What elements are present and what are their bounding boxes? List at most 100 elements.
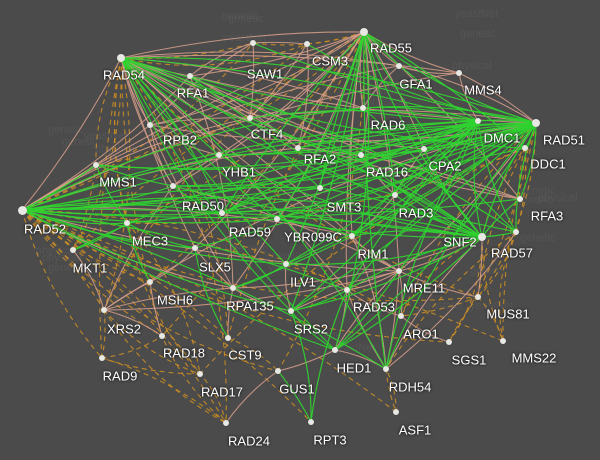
graph-edge (481, 122, 537, 238)
graph-node-rad3[interactable] (392, 192, 398, 198)
graph-node-rpb2[interactable] (147, 122, 153, 128)
graph-node-saw1[interactable] (250, 40, 256, 46)
graph-node-rpt3[interactable] (308, 419, 314, 425)
graph-edge (351, 235, 400, 272)
graph-edge (21, 124, 151, 211)
graph-edge (249, 43, 308, 119)
graph-node-mec3[interactable] (124, 220, 130, 226)
graph-node-slx5[interactable] (192, 245, 198, 251)
graph-edge (21, 208, 483, 238)
graph-edge (103, 57, 131, 311)
graph-node-rad57[interactable] (513, 229, 519, 235)
graph-node-hed1[interactable] (332, 347, 338, 353)
graph-node-ilv1[interactable] (283, 261, 289, 267)
graph-node-rad9[interactable] (99, 355, 105, 361)
graph-edge (290, 310, 312, 423)
graph-edge (103, 185, 174, 311)
graph-edge (448, 296, 479, 343)
graph-node-aro1[interactable] (398, 313, 404, 319)
graph-edge (189, 31, 365, 77)
graph-node-rfa2[interactable] (295, 145, 301, 151)
graph-edge (362, 65, 400, 109)
graph-node-rad54[interactable] (116, 53, 126, 63)
graph-node-rad53[interactable] (344, 287, 350, 293)
graph-node-smt3[interactable] (317, 185, 323, 191)
graph-node-mms22[interactable] (500, 338, 506, 344)
graph-edge (285, 31, 365, 265)
graph-node-yhb1[interactable] (216, 152, 222, 158)
graph-node-msh6[interactable] (147, 279, 153, 285)
graph-node-mms4[interactable] (456, 70, 462, 76)
graph-node-ctf4[interactable] (247, 115, 253, 121)
graph-edge (21, 209, 227, 424)
graph-node-rfa3[interactable] (517, 196, 523, 202)
graph-edge (172, 120, 479, 187)
graph-edge (394, 122, 537, 196)
graph-edge (101, 357, 227, 424)
graph-edge (290, 236, 483, 312)
graph-node-rim1[interactable] (349, 233, 355, 239)
graph-node-gfa1[interactable] (396, 63, 402, 69)
graph-edge (21, 209, 279, 372)
graph-edge (120, 57, 234, 289)
graph-node-rad24[interactable] (223, 420, 229, 426)
graph-edge (103, 287, 234, 311)
graph-node-mus81[interactable] (475, 294, 481, 300)
graph-edge (398, 270, 403, 317)
graph-node-xrs2[interactable] (101, 307, 107, 313)
graph-edge (103, 31, 365, 311)
graph-node-sgs1[interactable] (446, 339, 452, 345)
graph-edge (252, 41, 308, 45)
graph-node-csm3[interactable] (304, 41, 310, 47)
graph-edge (218, 122, 537, 156)
graph-node-gus1[interactable] (275, 368, 281, 374)
graph-node-cpa2[interactable] (421, 146, 427, 152)
graph-edge (161, 335, 227, 424)
graph-node-rad55[interactable] (359, 27, 369, 37)
graph-edge (363, 31, 526, 149)
graph-edge (518, 147, 526, 200)
graph-edge (120, 57, 321, 189)
graph-node-mms1[interactable] (93, 162, 99, 168)
graph-node-ddc1[interactable] (522, 145, 528, 151)
graph-edge (290, 120, 479, 312)
graph-node-ybr099c[interactable] (274, 216, 280, 222)
graph-node-rdh54[interactable] (383, 366, 389, 372)
graph-edge (306, 31, 365, 45)
graph-edge (385, 368, 397, 413)
graph-edge (21, 209, 387, 370)
graph-node-rad17[interactable] (197, 371, 203, 377)
graph-edge (120, 57, 227, 424)
graph-edge (149, 281, 163, 337)
graph-edge (276, 218, 483, 239)
graph-node-rad16[interactable] (358, 152, 364, 158)
graph-edge (120, 57, 292, 312)
graph-node-snf2[interactable] (477, 232, 487, 242)
graph-edge (194, 247, 234, 289)
graph-edge (21, 209, 336, 351)
graph-edge (385, 231, 517, 370)
graph-node-rfa1[interactable] (187, 73, 193, 79)
graph-node-srs2[interactable] (288, 308, 294, 314)
graph-edge (172, 122, 537, 187)
graph-node-rad51[interactable] (531, 118, 541, 128)
graph-edge (103, 281, 151, 311)
graph-node-rad6[interactable] (360, 105, 366, 111)
graph-edge (221, 209, 483, 238)
graph-edge (363, 31, 479, 122)
graph-node-mre11[interactable] (396, 268, 402, 274)
graph-node-rad52[interactable] (17, 205, 27, 215)
graph-edge (172, 185, 483, 238)
graph-edge (277, 370, 312, 423)
graph-node-cst9[interactable] (225, 335, 231, 341)
graph-node-rad59[interactable] (219, 210, 225, 216)
graph-node-rpa135[interactable] (230, 285, 236, 291)
graph-node-dmc1[interactable] (475, 118, 481, 124)
graph-edge (276, 120, 479, 220)
graph-node-asf1[interactable] (393, 409, 399, 415)
graph-node-rad18[interactable] (159, 333, 165, 339)
graph-node-rad50[interactable] (170, 183, 176, 189)
graph-node-mkt1[interactable] (70, 247, 76, 253)
graph-edge (98, 57, 122, 359)
